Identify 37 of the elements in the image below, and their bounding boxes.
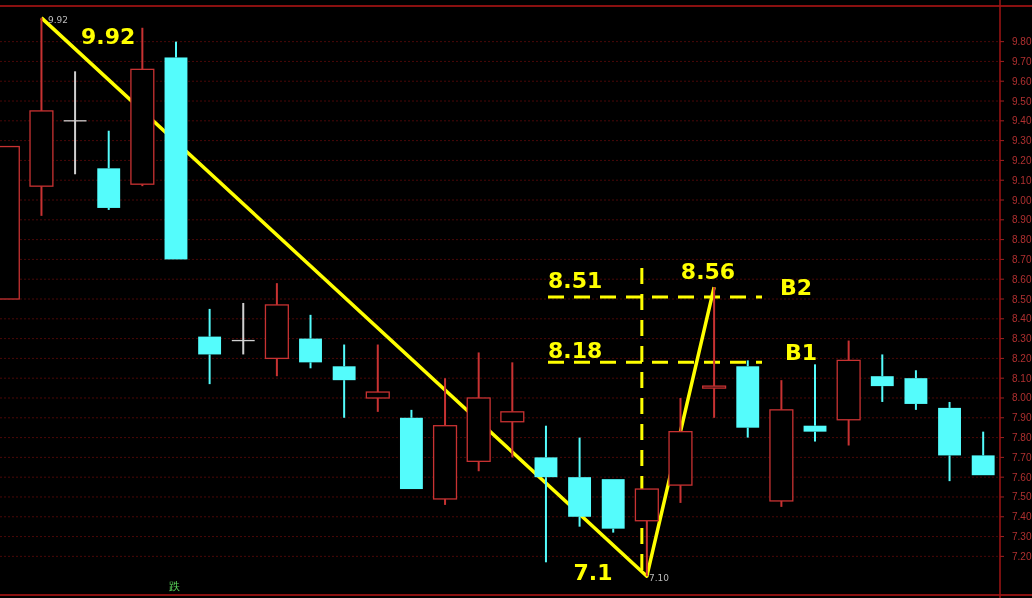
y-tick-label: 9.20 <box>1012 154 1032 166</box>
y-tick-label: 9.70 <box>1012 55 1032 67</box>
y-tick-label: 8.50 <box>1012 293 1032 305</box>
y-tick-label: 9.60 <box>1012 75 1032 87</box>
annotation: 7.10 <box>649 573 670 583</box>
y-tick-label: 8.10 <box>1012 372 1032 384</box>
y-tick-label: 8.30 <box>1012 333 1032 345</box>
y-tick-label: 8.00 <box>1012 392 1032 404</box>
ref-line-label: B2 <box>780 275 813 301</box>
annotation: 9.92 <box>81 24 136 49</box>
y-tick-label: 7.20 <box>1012 550 1032 562</box>
y-tick-label: 8.40 <box>1012 313 1032 325</box>
y-tick-label: 7.70 <box>1012 451 1032 463</box>
annotation: 8.18 <box>548 338 603 363</box>
annotation: 8.51 <box>548 268 603 293</box>
y-tick-label: 7.40 <box>1012 511 1032 523</box>
y-tick-label: 7.50 <box>1012 491 1032 503</box>
y-tick-label: 9.30 <box>1012 135 1032 147</box>
annotation: 7.1 <box>573 560 613 585</box>
y-tick-label: 9.50 <box>1012 95 1032 107</box>
y-tick-label: 7.90 <box>1012 412 1032 424</box>
y-tick-label: 7.30 <box>1012 531 1032 543</box>
ref-line-label: B1 <box>785 340 818 366</box>
y-tick-label: 9.40 <box>1012 115 1032 127</box>
y-tick-label: 9.80 <box>1012 36 1032 48</box>
y-tick-label: 8.90 <box>1012 214 1032 226</box>
y-tick-label: 7.80 <box>1012 432 1032 444</box>
annotation: 8.56 <box>680 259 736 284</box>
y-tick-label: 8.70 <box>1012 253 1032 265</box>
y-tick-label: 9.10 <box>1012 174 1032 186</box>
y-tick-label: 8.80 <box>1012 234 1032 246</box>
annotation: 9.92 <box>48 15 69 25</box>
annotation: 跌 <box>168 580 180 593</box>
y-tick-label: 9.00 <box>1012 194 1032 206</box>
y-tick-label: 8.20 <box>1012 352 1032 364</box>
y-tick-label: 7.60 <box>1012 471 1032 483</box>
y-tick-label: 8.60 <box>1012 273 1032 285</box>
